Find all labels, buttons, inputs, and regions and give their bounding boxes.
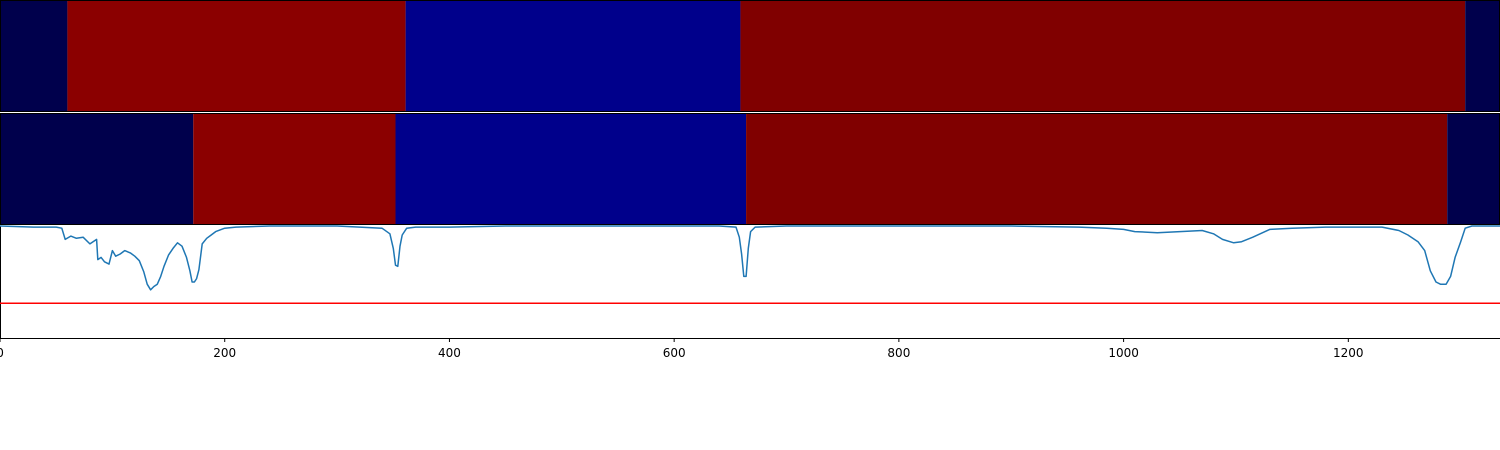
segment-bar xyxy=(193,113,396,225)
segment-bar xyxy=(746,113,1448,225)
x-tick-label: 200 xyxy=(213,346,236,360)
x-tick-label: 600 xyxy=(663,346,686,360)
segment-bar xyxy=(740,0,1466,112)
segment-bar xyxy=(1447,113,1500,225)
x-axis: 0 200 400 600 800 1000 1200 xyxy=(0,338,1500,360)
segment-bar xyxy=(0,0,68,112)
x-tick-label: 1200 xyxy=(1333,346,1364,360)
segment-rows xyxy=(0,0,1500,225)
x-tick-label: 400 xyxy=(438,346,461,360)
x-tick-label: 0 xyxy=(0,346,4,360)
segment-bar xyxy=(395,113,747,225)
signal-panel xyxy=(0,225,1500,338)
segment-bar xyxy=(67,0,406,112)
x-tick-label: 1000 xyxy=(1108,346,1139,360)
x-tick-label: 800 xyxy=(887,346,910,360)
segment-bar xyxy=(405,0,741,112)
segment-bar xyxy=(0,113,194,225)
segment-bar xyxy=(1465,0,1500,112)
signal-line xyxy=(0,225,1500,291)
